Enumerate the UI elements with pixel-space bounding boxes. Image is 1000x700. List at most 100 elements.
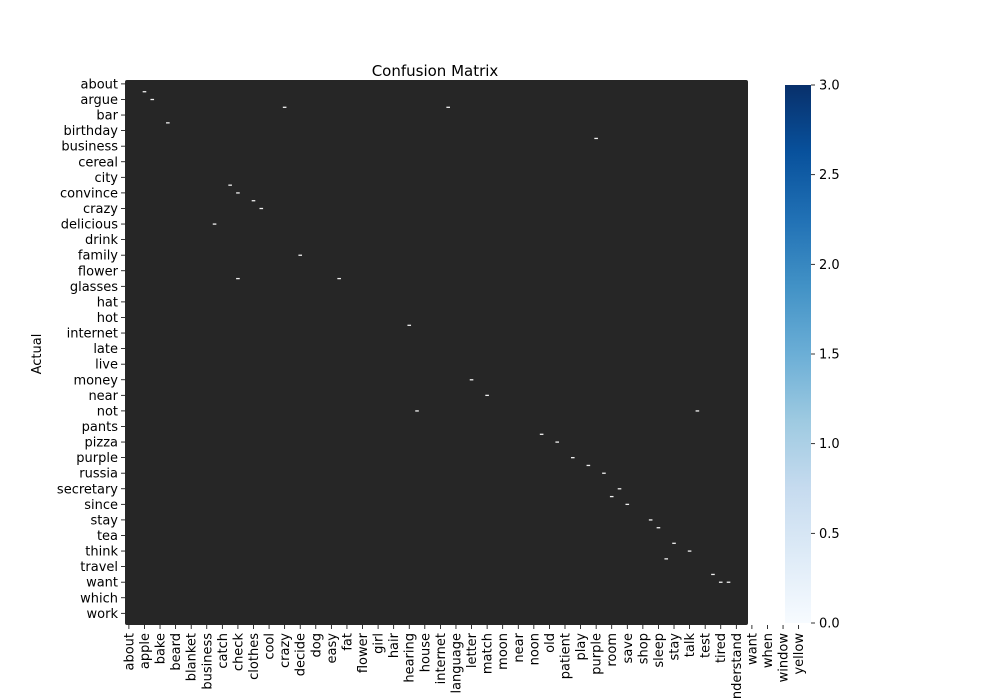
x-tick-label: fat — [340, 633, 355, 651]
y-tick-label: family — [78, 249, 118, 264]
y-tick-label: flower — [78, 264, 119, 279]
heatmap-cell-marker — [586, 464, 591, 467]
x-tick-label: when — [761, 633, 776, 668]
colorbar-tick-label: 2.0 — [819, 258, 840, 273]
heatmap-cell-marker — [282, 106, 287, 108]
x-tick-label: stay — [668, 633, 683, 661]
heatmap-cell-marker — [236, 277, 240, 280]
x-tick-label: girl — [372, 633, 387, 654]
y-tick-label: which — [80, 591, 118, 606]
heatmap-cell-marker — [142, 91, 147, 93]
y-tick-label: business — [61, 140, 118, 155]
y-tick-label: live — [95, 358, 118, 373]
x-tick-label: match — [481, 633, 496, 674]
x-tick-label: purple — [590, 633, 605, 675]
x-tick-label: decide — [294, 633, 309, 676]
x-tick-label: blanket — [185, 633, 200, 681]
heatmap-cell-marker — [298, 254, 303, 256]
x-tick-label: shop — [636, 633, 651, 664]
heatmap-cell-marker — [617, 488, 622, 490]
y-tick-label: near — [88, 389, 118, 404]
chart-title: Confusion Matrix — [372, 62, 499, 80]
heatmap-cell-marker — [672, 542, 676, 544]
x-tick-label: window — [777, 633, 792, 683]
y-tick-label: russia — [79, 467, 118, 482]
x-tick-label: hair — [387, 632, 402, 658]
heatmap-cell-marker — [469, 379, 474, 381]
colorbar-tick-label: 0.0 — [819, 617, 840, 632]
x-tick-label: house — [418, 633, 433, 672]
x-axis-ticks: about apple bake beard blanket business catch c… — [122, 625, 807, 700]
colorbar-ticks: 0.0 0.5 1.0 1.5 2.0 2.5 3.0 — [811, 79, 840, 632]
x-tick-label: yellow — [792, 633, 807, 675]
x-tick-label: business — [200, 633, 215, 690]
x-tick-label: beard — [169, 633, 184, 671]
x-tick-label: save — [621, 633, 636, 663]
heatmap-cell-marker — [485, 394, 489, 397]
heatmap-cell-marker — [570, 457, 575, 459]
heatmap-cell-marker — [718, 581, 723, 583]
x-tick-label: dog — [309, 633, 324, 657]
heatmap-area — [125, 80, 748, 625]
x-tick-label: near — [512, 632, 527, 662]
y-tick-label: purple — [76, 451, 118, 466]
y-tick-label: convince — [60, 186, 118, 201]
x-tick-label: hearing — [403, 633, 418, 683]
heatmap-cell-marker — [695, 410, 700, 412]
y-tick-label: hot — [97, 311, 118, 326]
heatmap-cell-marker — [656, 527, 661, 529]
y-tick-label: argue — [80, 93, 118, 108]
y-axis-ticks: aboutarguebarbirthdaybusinesscerealcityc… — [57, 77, 125, 622]
x-tick-label: letter — [465, 632, 480, 668]
heatmap-cell-marker — [251, 200, 256, 202]
y-tick-label: want — [86, 576, 118, 591]
heatmap-cell-marker — [594, 137, 598, 140]
heatmap-cell-marker — [407, 324, 412, 326]
y-tick-label: pants — [82, 420, 119, 435]
x-tick-label: moon — [496, 633, 511, 670]
x-tick-label: patient — [558, 633, 573, 679]
y-tick-label: birthday — [64, 124, 119, 139]
y-tick-label: late — [93, 342, 118, 357]
x-tick-label: noon — [527, 633, 542, 665]
x-tick-label: catch — [216, 633, 231, 669]
x-tick-label: understand — [730, 633, 745, 700]
x-tick-label: check — [231, 633, 246, 672]
x-tick-label: language — [449, 633, 464, 694]
heatmap-cell-marker — [446, 106, 450, 108]
y-tick-label: about — [80, 77, 118, 92]
y-tick-label: city — [94, 171, 118, 186]
x-tick-label: easy — [325, 633, 340, 664]
heatmap-cell-marker — [602, 472, 606, 474]
heatmap-cell-marker — [555, 441, 560, 443]
y-axis-label: Actual — [30, 334, 45, 375]
y-tick-label: travel — [80, 560, 118, 575]
y-tick-label: pizza — [85, 436, 118, 451]
x-tick-label: crazy — [278, 633, 293, 668]
x-tick-label: clothes — [247, 633, 262, 680]
colorbar — [785, 85, 811, 623]
heatmap-cell-marker — [711, 573, 715, 576]
x-tick-label: flower — [356, 632, 371, 673]
y-tick-label: not — [97, 404, 118, 419]
x-tick-label: about — [122, 633, 137, 671]
heatmap-cell-marker — [726, 581, 731, 583]
x-tick-label: play — [574, 633, 589, 661]
y-tick-label: crazy — [83, 202, 118, 217]
heatmap-cell-marker — [609, 495, 614, 498]
y-tick-label: work — [87, 607, 119, 622]
x-tick-label: tired — [714, 633, 729, 663]
x-tick-label: old — [543, 633, 558, 653]
heatmap-cell-marker — [236, 192, 240, 194]
heatmap-cell-marker — [415, 410, 419, 412]
heatmap-cells — [142, 91, 731, 583]
heatmap-cell-marker — [228, 184, 232, 186]
x-tick-label: want — [745, 633, 760, 665]
colorbar-tick-label: 2.5 — [819, 168, 840, 183]
heatmap-cell-marker — [212, 223, 217, 225]
y-tick-label: hat — [97, 295, 118, 310]
y-tick-label: think — [85, 545, 118, 560]
y-tick-label: drink — [85, 233, 118, 248]
x-tick-label: internet — [434, 633, 449, 684]
